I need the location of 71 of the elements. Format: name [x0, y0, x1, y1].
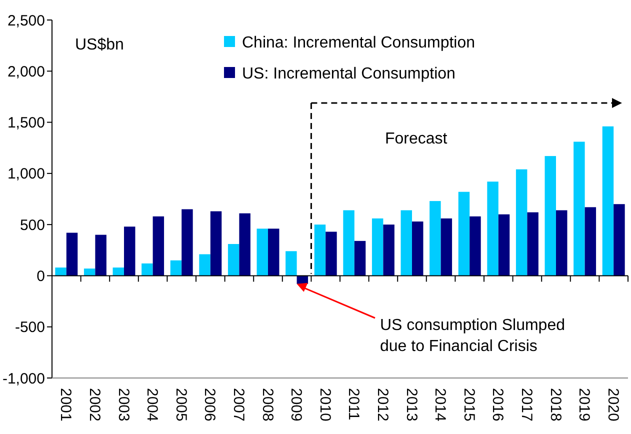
bar	[527, 212, 538, 276]
y-tick-label: 2,000	[7, 63, 45, 80]
x-tick-label: 2007	[230, 388, 247, 422]
x-tick-label: 2003	[114, 388, 132, 422]
bar	[326, 232, 337, 276]
x-tick-label: 2018	[546, 388, 564, 422]
bar	[256, 228, 268, 276]
bar	[470, 216, 481, 276]
bar	[354, 240, 366, 276]
y-tick-label: 1,000	[7, 166, 45, 183]
y-tick-label: 500	[20, 216, 45, 234]
bar	[112, 268, 124, 276]
bar	[430, 201, 441, 276]
x-tick-label: 2010	[316, 388, 334, 422]
bar	[314, 224, 326, 276]
bar	[614, 204, 625, 276]
x-tick-label: 2009	[288, 388, 305, 422]
y-tick-label: 2,500	[7, 12, 45, 30]
bar	[210, 211, 222, 276]
bar	[372, 218, 384, 276]
y-tick-label: -500	[14, 319, 45, 336]
bar	[199, 254, 210, 276]
bar	[239, 213, 250, 276]
annotation: Forecast	[385, 130, 448, 148]
x-tick-label: 2006	[201, 388, 218, 422]
bar	[487, 182, 498, 276]
legend-label: US: Incremental Consumption	[242, 66, 456, 83]
bar	[458, 192, 470, 276]
x-tick-label: 2015	[460, 388, 478, 422]
x-tick-label: 2013	[402, 388, 420, 422]
bar	[268, 228, 280, 276]
bar	[124, 226, 136, 276]
bar	[400, 210, 412, 276]
x-tick-label: 2014	[432, 388, 449, 422]
bar	[170, 260, 182, 276]
bar	[498, 214, 510, 276]
bar	[182, 209, 193, 276]
bar	[544, 156, 556, 276]
x-tick-label: 2012	[374, 388, 391, 422]
bar	[343, 210, 354, 276]
x-tick-label: 2001	[57, 388, 74, 422]
y-tick-label: 1,500	[7, 114, 45, 132]
bar	[584, 207, 596, 276]
x-tick-label: 2017	[518, 388, 535, 422]
bar	[383, 224, 394, 276]
x-tick-label: 2011	[345, 388, 362, 420]
x-tick-label: 2002	[86, 388, 103, 422]
x-tick-label: 2005	[172, 388, 190, 422]
bar	[574, 142, 585, 276]
bar	[228, 244, 240, 276]
bar	[55, 268, 66, 276]
bar	[142, 263, 153, 276]
annotation: US$bn	[75, 36, 124, 54]
x-tick-label: 2020	[604, 388, 622, 422]
bar	[152, 216, 164, 276]
bar	[440, 218, 452, 276]
bar	[556, 210, 568, 276]
y-tick-label: -1,000	[2, 370, 45, 388]
bar	[66, 232, 78, 276]
annotation: US consumption Slumped due to Financial Crisis	[380, 317, 565, 355]
x-tick-label: 2008	[258, 388, 276, 422]
x-tick-label: 2019	[576, 388, 593, 422]
bar	[516, 169, 528, 276]
x-tick-label: 2004	[144, 388, 161, 422]
legend-label: China: Incremental Consumption	[242, 34, 476, 52]
bar	[286, 251, 297, 276]
bar	[95, 234, 106, 276]
x-tick-label: 2016	[489, 388, 506, 422]
bar	[602, 126, 614, 276]
y-tick-label: 0	[36, 268, 45, 285]
bar	[412, 222, 424, 276]
